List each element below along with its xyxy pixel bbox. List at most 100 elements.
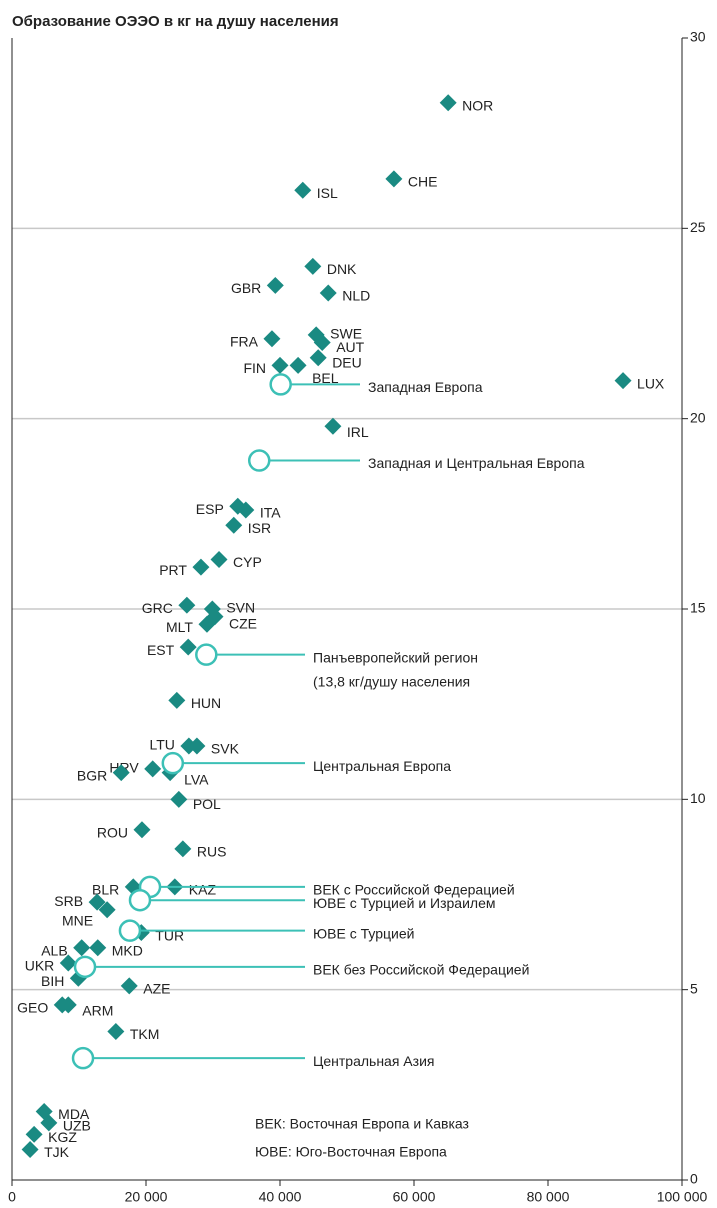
point-label: AUT	[336, 339, 364, 355]
region-label-note: (13,8 кг/душу населения	[313, 673, 470, 689]
data-point	[319, 284, 337, 302]
point-label: GBR	[231, 280, 261, 296]
x-tick-label: 40 000	[259, 1189, 302, 1205]
data-point	[59, 954, 77, 972]
point-label: SRB	[54, 893, 83, 909]
data-point	[198, 615, 216, 633]
point-label: GEO	[17, 1000, 48, 1016]
point-label: BGR	[77, 767, 107, 783]
point-label: UZB	[63, 1118, 91, 1134]
region-label: ЮВЕ с Турцией и Израилем	[313, 895, 496, 911]
point-label: ROU	[97, 824, 128, 840]
point-label: DNK	[327, 261, 357, 277]
region-point	[73, 955, 97, 979]
region-label: Западная Европа	[368, 379, 483, 395]
data-point	[289, 356, 307, 374]
point-label: NOR	[462, 97, 493, 113]
point-label: UKR	[25, 958, 55, 974]
data-point	[309, 349, 327, 367]
point-label: ARM	[82, 1003, 113, 1019]
data-point	[237, 501, 255, 519]
data-point	[133, 821, 151, 839]
point-label: LUX	[637, 375, 665, 391]
point-label: MLT	[166, 619, 193, 635]
point-label: LTU	[149, 737, 174, 753]
y-tick-label: 25	[690, 219, 706, 235]
data-point	[21, 1141, 39, 1159]
point-label: FRA	[230, 333, 259, 349]
data-point	[614, 372, 632, 390]
point-label: MKD	[112, 942, 143, 958]
region-label: Панъевропейский регион	[313, 649, 478, 665]
region-point	[247, 449, 271, 472]
y-tick-label: 20	[690, 409, 706, 425]
x-tick-label: 100 000	[657, 1189, 708, 1205]
data-point	[88, 893, 106, 911]
data-point	[271, 356, 289, 374]
point-label: BIH	[41, 973, 64, 989]
data-point	[188, 737, 206, 755]
point-label: ALB	[41, 942, 67, 958]
x-tick-label: 80 000	[527, 1189, 570, 1205]
data-point	[107, 1023, 125, 1041]
region-point	[71, 1046, 95, 1070]
point-label: NLD	[342, 288, 370, 304]
point-label: RUS	[197, 844, 227, 860]
data-point	[225, 516, 243, 534]
region-label: Центральная Европа	[313, 758, 451, 774]
data-point	[144, 760, 162, 778]
data-point	[178, 596, 196, 614]
data-point	[59, 996, 77, 1014]
point-label: POL	[193, 796, 221, 812]
point-label: CZE	[229, 615, 257, 631]
data-point	[385, 170, 403, 188]
data-point	[324, 417, 342, 435]
region-label: ВЕК без Российской Федерацией	[313, 962, 529, 978]
data-point	[179, 638, 197, 656]
point-label: MDA	[58, 1106, 90, 1122]
data-point	[170, 790, 188, 808]
point-label: HUN	[191, 695, 221, 711]
point-label: ISL	[317, 185, 338, 201]
data-point	[304, 257, 322, 275]
chart-title: Образование ОЭЭО в кг на душу населения	[12, 13, 339, 30]
y-tick-label: 30	[690, 29, 706, 45]
point-label: ITA	[260, 505, 281, 521]
point-label: BLR	[92, 882, 119, 898]
region-point	[118, 919, 142, 942]
region-point	[128, 888, 152, 912]
point-label: GRC	[142, 600, 173, 616]
data-point	[73, 939, 91, 957]
data-point	[25, 1125, 43, 1143]
data-point	[98, 901, 116, 919]
point-label: EST	[147, 642, 175, 658]
point-label: BEL	[312, 370, 339, 386]
data-point	[174, 840, 192, 858]
data-point	[168, 691, 186, 709]
y-tick-label: 5	[690, 980, 698, 996]
data-point	[263, 330, 281, 348]
data-point	[210, 551, 228, 568]
x-tick-label: 20 000	[125, 1189, 168, 1205]
data-point	[294, 181, 312, 199]
note: ЮВЕ: Юго-Восточная Европа	[255, 1144, 447, 1160]
point-label: KGZ	[48, 1129, 77, 1145]
point-label: SVN	[226, 600, 255, 616]
point-label: IRL	[347, 424, 369, 440]
region-label: ВЕК с Российской Федерацией	[313, 882, 515, 898]
x-tick-label: 0	[8, 1189, 16, 1205]
data-point	[120, 977, 138, 995]
data-point	[439, 94, 457, 112]
data-point	[313, 334, 331, 352]
point-label: ISR	[248, 520, 271, 536]
region-point	[269, 373, 292, 396]
data-point	[112, 764, 130, 782]
region-point	[161, 751, 185, 775]
point-label: LVA	[184, 771, 209, 787]
y-tick-label: 0	[690, 1171, 698, 1187]
point-label: TKM	[130, 1026, 160, 1042]
data-point	[266, 276, 284, 294]
x-tick-label: 60 000	[393, 1189, 436, 1205]
y-tick-label: 10	[690, 790, 706, 806]
